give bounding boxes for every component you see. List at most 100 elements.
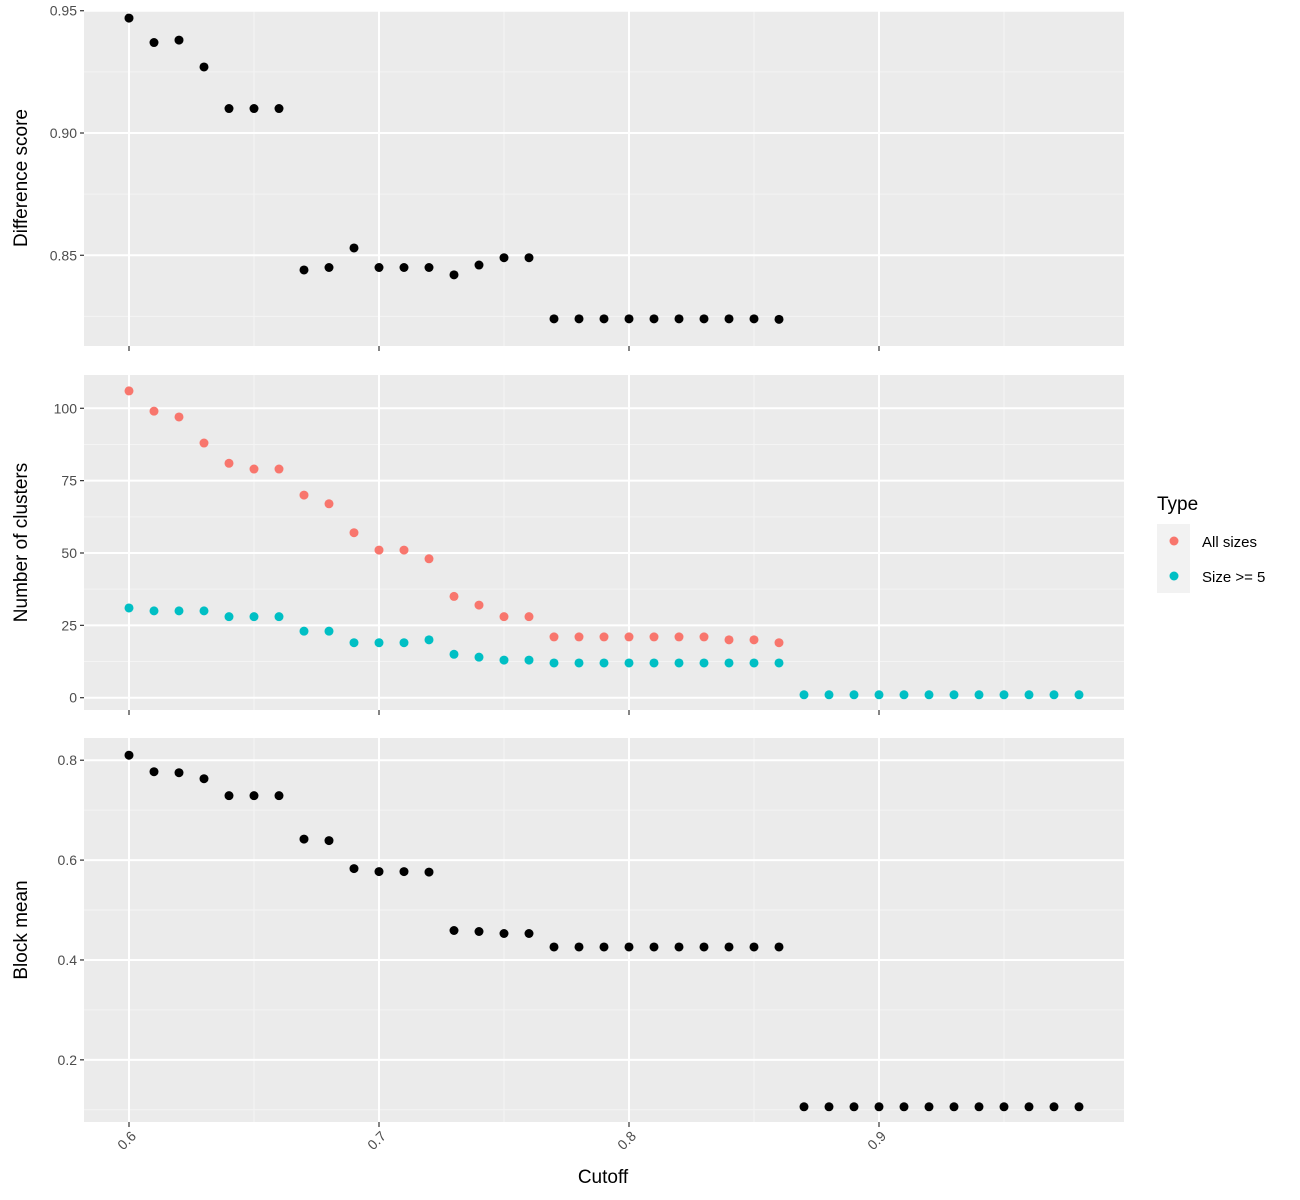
data-point [549,942,559,952]
data-point [199,606,209,616]
data-point [399,867,409,877]
data-point [299,626,309,636]
data-point [249,104,259,114]
y-tick-label: 0.85 [50,247,77,263]
data-point [174,606,184,616]
data-point [774,658,784,668]
data-point [274,464,284,474]
data-point [499,612,509,622]
data-point [1074,690,1084,700]
data-point [374,638,384,648]
data-point [1074,1102,1084,1112]
data-point [224,104,234,114]
data-point [274,791,284,801]
data-point [274,104,284,114]
y-tick-label: 0.90 [50,125,77,141]
data-point [224,458,234,468]
data-point [149,606,159,616]
data-point [599,658,609,668]
data-point [574,942,584,952]
data-point [924,690,934,700]
panel-1: 0.85 0.90 0.95 Difference score [11,3,1124,351]
data-point [649,658,659,668]
y-tick-label: 0 [69,690,77,706]
data-point [524,253,534,263]
data-point [449,649,459,659]
x-tick-label: 0.8 [614,1128,639,1153]
data-point [324,263,334,273]
data-point [324,836,334,846]
data-point [749,942,759,952]
data-point [349,864,359,874]
data-point [499,928,509,938]
data-point [599,942,609,952]
data-point [199,438,209,448]
data-point [599,314,609,324]
data-point [649,314,659,324]
data-point [724,658,734,668]
data-point [424,635,434,645]
data-point [299,490,309,500]
data-point [674,658,684,668]
data-point [899,1102,909,1112]
x-tick-label: 0.9 [864,1128,889,1153]
data-point [574,632,584,642]
data-point [449,270,459,280]
y-tick-label: 50 [61,545,77,561]
data-point [499,655,509,665]
data-point [699,658,709,668]
y-axis-title: Difference score [11,109,32,247]
y-tick-label: 0.8 [58,752,78,768]
data-point [674,314,684,324]
data-point [349,243,359,253]
data-point [624,942,634,952]
y-axis-title: Number of clusters [11,463,32,622]
data-point [174,35,184,45]
data-point [574,314,584,324]
data-point [399,638,409,648]
data-point [574,658,584,668]
data-point [674,632,684,642]
panel-background [84,10,1124,346]
data-point [524,612,534,622]
x-tick-label: 0.6 [114,1128,139,1153]
data-point [724,314,734,324]
data-point [974,1102,984,1112]
data-point [224,791,234,801]
panel-background [84,375,1124,710]
data-point [824,1102,834,1112]
data-point [374,545,384,555]
data-point [424,554,434,564]
data-point [199,774,209,784]
data-point [174,412,184,422]
data-point [324,626,334,636]
data-point [399,545,409,555]
data-point [474,260,484,270]
data-point [1024,1102,1034,1112]
data-point [124,603,134,613]
data-point [424,263,434,273]
y-tick-label: 0.95 [50,3,77,19]
y-tick-label: 100 [54,400,78,416]
data-point [949,1102,959,1112]
data-point [1024,690,1034,700]
data-point [449,925,459,935]
data-point [774,638,784,648]
data-point [649,942,659,952]
legend-swatch-all-sizes [1169,536,1179,546]
data-point [249,612,259,622]
data-point [524,928,534,938]
data-point [674,942,684,952]
legend-label-all-sizes: All sizes [1202,534,1257,551]
legend-swatch-size-ge-5 [1169,571,1179,581]
data-point [599,632,609,642]
legend-label-size-ge-5: Size >= 5 [1202,569,1265,586]
panel-3: 0.2 0.4 0.6 0.8 Block mean [11,738,1124,1127]
data-point [949,690,959,700]
data-point [799,1102,809,1112]
data-point [124,13,134,23]
data-point [424,867,434,877]
data-point [149,38,159,48]
data-point [549,658,559,668]
